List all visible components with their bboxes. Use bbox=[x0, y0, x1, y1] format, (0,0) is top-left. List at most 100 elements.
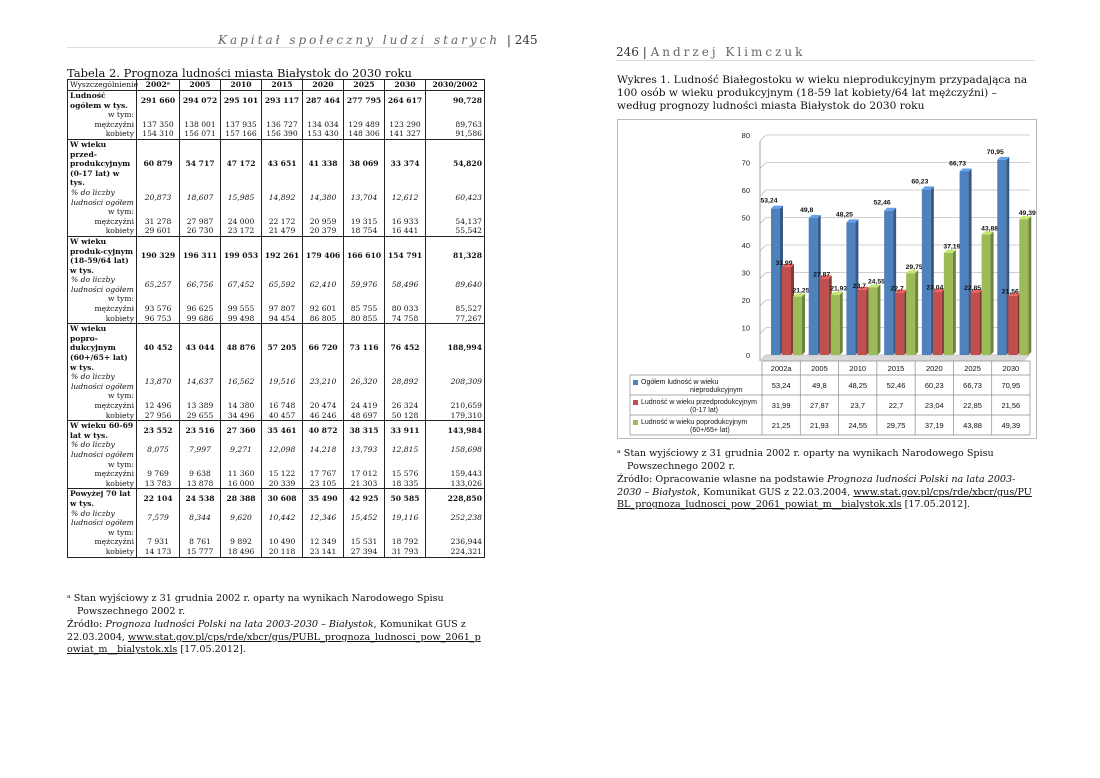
table-cell: 159,443 bbox=[425, 469, 485, 479]
table-cell: 40 872 bbox=[302, 420, 344, 441]
table-cell: 13 389 bbox=[179, 401, 221, 411]
row-label: % do liczby ludności ogółem bbox=[67, 508, 137, 528]
legend-swatch bbox=[633, 400, 638, 405]
x-tick-label: 2002a bbox=[771, 364, 793, 373]
table-cell bbox=[136, 459, 180, 470]
source-rest: , Komunikat GUS z 22.03.2004, bbox=[697, 486, 854, 498]
table-cell: 188,994 bbox=[425, 323, 485, 373]
data-label: 37,19 bbox=[943, 244, 960, 251]
bar-side bbox=[839, 291, 843, 355]
gridline-side bbox=[759, 354, 767, 362]
data-label: 22,7 bbox=[891, 286, 904, 293]
table-cell: 9 892 bbox=[220, 537, 262, 547]
bar-top bbox=[981, 231, 994, 235]
bar bbox=[932, 291, 942, 355]
table-cell bbox=[302, 207, 344, 217]
gridline-side bbox=[759, 327, 767, 334]
table-cell bbox=[261, 294, 303, 305]
table-cell: 293 117 bbox=[261, 90, 303, 111]
gridline-side bbox=[759, 244, 767, 252]
table-cell: 18,607 bbox=[179, 187, 221, 208]
table-cell: 97 807 bbox=[261, 304, 303, 314]
table-cell bbox=[343, 391, 385, 401]
table-value: 48,25 bbox=[848, 381, 867, 390]
legend-label: Ludność w wieku poprodukcyjnym bbox=[641, 419, 747, 426]
table-cell: 29 601 bbox=[136, 226, 180, 237]
source-link[interactable]: www.stat.gov.pl/cps/rde/xbcr/gus/PUBL_pr… bbox=[617, 486, 1032, 511]
bar bbox=[782, 267, 791, 355]
table-cell: 43 651 bbox=[261, 138, 303, 188]
x-tick-label: 2005 bbox=[811, 364, 828, 373]
table-cell: 19 315 bbox=[343, 216, 385, 227]
table-cell: 34 496 bbox=[220, 410, 262, 421]
table-cell bbox=[261, 459, 303, 470]
table-cell: 40 457 bbox=[261, 410, 303, 421]
table-cell: 23,210 bbox=[302, 372, 344, 392]
bar-side bbox=[802, 293, 805, 355]
table-cell: 67,452 bbox=[220, 275, 262, 295]
bar-top bbox=[970, 289, 983, 293]
y-tick-label: 70 bbox=[742, 159, 750, 168]
table-cell: 86 805 bbox=[302, 313, 344, 324]
table-cell: 21 303 bbox=[343, 478, 385, 489]
table-row: mężczyźni 93 576 96 625 99 555 97 807 92 601 8… bbox=[67, 304, 485, 314]
table-cell: 277 795 bbox=[343, 90, 385, 111]
table-cell: 12,612 bbox=[384, 187, 426, 208]
table-cell: 96 753 bbox=[136, 313, 180, 324]
table-row: % do liczby ludności ogółem 65,257 66,756 6… bbox=[67, 275, 485, 295]
table-cell bbox=[179, 527, 221, 538]
bar-top bbox=[830, 291, 843, 295]
table-cell: 20 118 bbox=[261, 546, 303, 558]
table-row: kobiety 29 601 26 730 23 172 21 479 20 379 18 … bbox=[67, 226, 485, 237]
table-cell: 58,496 bbox=[384, 275, 426, 295]
bar bbox=[771, 208, 780, 355]
table-cell bbox=[179, 110, 221, 120]
table-cell: 15,985 bbox=[220, 187, 262, 208]
table-cell: 11 360 bbox=[220, 469, 262, 479]
column-header: 2025 bbox=[343, 79, 385, 91]
table-cell: 26,320 bbox=[343, 372, 385, 392]
table-cell bbox=[343, 459, 385, 470]
table-cell: 154 791 bbox=[384, 235, 426, 276]
row-label: kobiety bbox=[67, 129, 137, 140]
column-header: 2015 bbox=[261, 79, 303, 91]
table-row: kobiety 154 310 156 071 157 166 156 390 153 4… bbox=[67, 129, 485, 140]
table-cell bbox=[302, 527, 344, 538]
table-row: w tym: bbox=[67, 527, 485, 538]
table-cell: 76 452 bbox=[384, 323, 426, 373]
table-cell bbox=[261, 527, 303, 538]
table-cell bbox=[384, 207, 426, 217]
table-cell: 9,620 bbox=[220, 508, 262, 528]
bar-top bbox=[1008, 292, 1021, 296]
table-cell: 41 338 bbox=[302, 138, 344, 188]
row-label: w tym: bbox=[67, 110, 137, 120]
running-head-author: Andrzej Klimczuk bbox=[650, 45, 806, 59]
table-row: kobiety 13 783 13 878 16 000 20 339 23 105 21 … bbox=[67, 478, 485, 489]
table-value: 23,04 bbox=[925, 401, 944, 410]
table-cell: 13,704 bbox=[343, 187, 385, 208]
table-cell: 54,820 bbox=[425, 138, 485, 188]
source-link[interactable]: www.stat.gov.pl/cps/rde/xbcr/gus/PUBL_pr… bbox=[67, 631, 481, 656]
page-number: 245 bbox=[514, 33, 538, 47]
table-cell bbox=[220, 459, 262, 470]
bar bbox=[997, 159, 1007, 355]
table-cell bbox=[384, 391, 426, 401]
source-title: Prognoza ludności Polski na lata 2003-20… bbox=[105, 619, 374, 631]
table-cell: 138 001 bbox=[179, 119, 221, 130]
table-cell: 15,452 bbox=[343, 508, 385, 528]
source-date: [17.05.2012]. bbox=[901, 499, 971, 511]
x-tick-label: 2025 bbox=[964, 364, 981, 373]
row-label: mężczyźni bbox=[67, 216, 137, 227]
column-header: 2020 bbox=[302, 79, 344, 91]
column-header: 2002ᵃ bbox=[136, 79, 180, 91]
source-title: Prognoza ludności Polski na lata 2003-20… bbox=[617, 474, 1016, 498]
table-value: 22,7 bbox=[889, 401, 904, 410]
table-cell: 16 000 bbox=[220, 478, 262, 489]
gridline-side bbox=[759, 299, 767, 307]
legend-label: nieprodukcyjnym bbox=[690, 387, 743, 394]
bar-side bbox=[915, 270, 919, 355]
table-cell: 96 625 bbox=[179, 304, 221, 314]
row-label: mężczyźni bbox=[67, 537, 137, 547]
column-header: 2005 bbox=[179, 79, 221, 91]
table-cell: 21 479 bbox=[261, 226, 303, 237]
